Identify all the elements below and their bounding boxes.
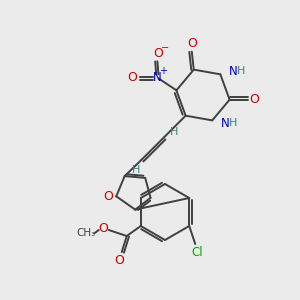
Text: O: O: [128, 71, 137, 84]
Text: Cl: Cl: [191, 247, 203, 260]
Text: CH₃: CH₃: [76, 228, 95, 238]
Text: O: O: [250, 93, 260, 106]
Text: O: O: [98, 221, 108, 235]
Text: N: N: [229, 65, 238, 78]
Text: N: N: [221, 117, 230, 130]
Text: H: H: [229, 118, 237, 128]
Text: O: O: [103, 190, 113, 203]
Text: H: H: [169, 127, 178, 137]
Text: H: H: [237, 66, 245, 76]
Text: +: +: [159, 66, 167, 76]
Text: N: N: [153, 71, 162, 84]
Text: O: O: [154, 47, 163, 60]
Text: −: −: [161, 43, 169, 53]
Text: O: O: [114, 254, 124, 266]
Text: H: H: [131, 165, 140, 175]
Text: O: O: [187, 37, 197, 50]
